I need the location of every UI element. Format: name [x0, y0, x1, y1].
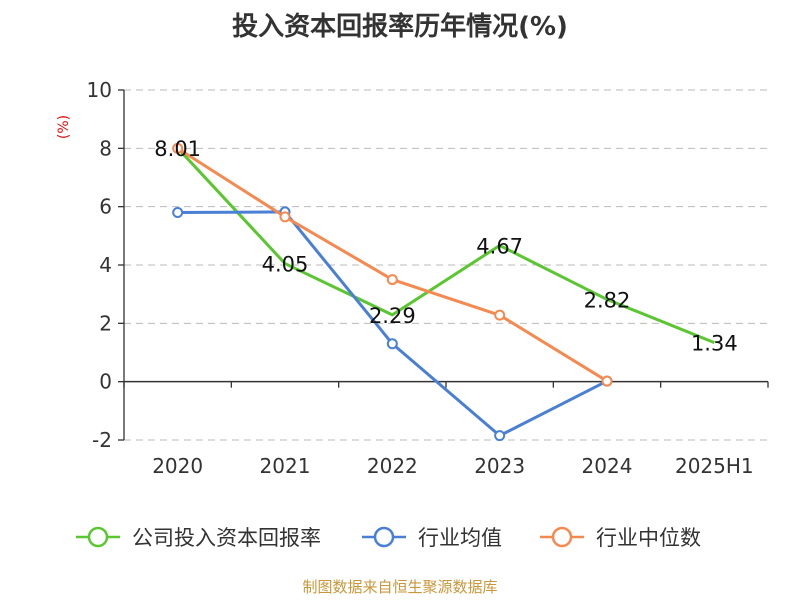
series-point	[172, 207, 184, 218]
series-point	[386, 338, 398, 350]
y-tick-label: -2	[92, 428, 112, 452]
chart-title: 投入资本回报率历年情况(%)	[232, 12, 568, 42]
x-tick-label: 2021	[260, 454, 311, 478]
legend-marker	[551, 526, 573, 548]
legend-label: 公司投入资本回报率	[132, 526, 321, 550]
series-point	[279, 211, 291, 223]
legend-marker	[373, 526, 395, 548]
y-tick-label: 4	[99, 253, 112, 277]
data-label: 2.29	[369, 304, 416, 328]
data-label: 4.05	[262, 253, 309, 277]
legend: 公司投入资本回报率 行业均值 行业中位数	[76, 526, 701, 550]
data-label: 2.82	[584, 288, 631, 312]
x-tick-label: 2023	[474, 454, 525, 478]
x-tick-label: 2024	[582, 454, 633, 478]
series-point	[494, 430, 506, 442]
data-labels: 8.01 4.05 2.29 4.67 2.82 1.34	[154, 137, 737, 356]
legend-label: 行业中位数	[596, 526, 701, 550]
series-point	[386, 274, 398, 286]
series-point	[601, 375, 613, 387]
series-point	[172, 142, 184, 154]
y-tick-label: 0	[99, 370, 112, 394]
x-tick-label: 2022	[367, 454, 418, 478]
source-note: 制图数据来自恒生聚源数据库	[302, 578, 498, 596]
x-tick-label: 2020	[152, 454, 203, 478]
x-tick-label: 2025H1	[675, 454, 754, 478]
series-point	[494, 309, 506, 321]
legend-label: 行业均值	[418, 526, 502, 550]
y-tick-label: 8	[99, 136, 112, 160]
legend-marker	[87, 526, 109, 548]
legend-item: 行业均值	[362, 526, 502, 550]
data-label: 1.34	[691, 332, 738, 356]
axes: -2 0 2 4 6 8 10 2020 2021 2022 2023 2024 2025H1 (%)	[56, 78, 769, 478]
legend-item: 行业中位数	[540, 526, 701, 550]
series-layer	[172, 142, 715, 442]
legend-item: 公司投入资本回报率	[76, 526, 321, 550]
series-line	[176, 147, 715, 344]
y-tick-label: 10	[87, 78, 112, 102]
data-label: 4.67	[476, 234, 523, 258]
data-label: 8.01	[154, 137, 201, 161]
y-tick-label: 2	[99, 311, 112, 335]
y-tick-label: 6	[99, 195, 112, 219]
y-axis-unit-label: (%)	[56, 115, 72, 139]
